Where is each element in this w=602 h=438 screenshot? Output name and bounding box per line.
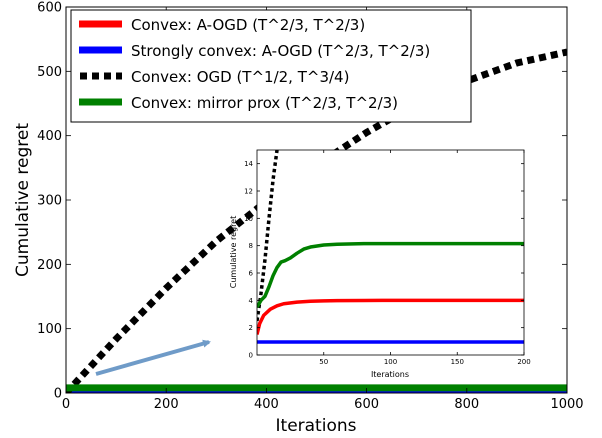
- main-x-tick-label: 200: [154, 397, 179, 412]
- inset-series-convex-mirror-prox-t-2-3-t-2-3: [257, 241, 524, 309]
- inset-x-axis-label: Iterations: [371, 370, 409, 379]
- legend-label-convex-aogd: Convex: A-OGD (T^2/3, T^2/3): [131, 16, 365, 34]
- inset-x-tick-label: 150: [451, 358, 464, 366]
- main-y-tick-label: 600: [37, 1, 62, 16]
- main-x-tick-label: 800: [454, 397, 479, 412]
- inset-y-tick-label: 14: [244, 160, 253, 168]
- main-x-tick-label: 1000: [550, 397, 583, 412]
- inset-x-tick-label: 200: [517, 358, 530, 366]
- main-y-axis-label: Cumulative regret: [13, 123, 33, 277]
- inset-x-tick-label: 100: [384, 358, 397, 366]
- inset-y-tick-label: 10: [244, 215, 253, 223]
- inset-series-group: [257, 150, 524, 344]
- legend-box: [70, 9, 472, 123]
- main-x-ticks: 0 200 400 600 800 1000: [62, 7, 584, 412]
- legend-label-mirror-prox: Convex: mirror prox (T^2/3, T^2/3): [131, 94, 398, 112]
- main-x-tick-label: 0: [62, 397, 70, 412]
- legend: Convex: A-OGD (T^2/3, T^2/3) Strongly co…: [70, 9, 472, 123]
- main-y-tick-label: 500: [37, 65, 62, 80]
- inset-y-tick-label: 6: [249, 269, 254, 277]
- main-y-tick-label: 300: [37, 194, 62, 209]
- legend-label-strongly-convex-aogd: Strongly convex: A-OGD (T^2/3, T^2/3): [131, 42, 430, 60]
- inset-y-axis-label: Cumulative regret: [229, 216, 238, 289]
- inset-x-ticks: 50 100 150 200: [319, 150, 531, 366]
- inset-y-tick-label: 12: [244, 187, 253, 195]
- main-y-tick-label: 400: [37, 129, 62, 144]
- inset-series-convex-a-ogd-t-2-3-t-2-3: [257, 298, 524, 335]
- main-y-tick-label: 200: [37, 258, 62, 273]
- inset-y-tick-label: 8: [249, 242, 253, 250]
- inset-pointer-arrow: [95, 339, 211, 376]
- main-x-tick-label: 600: [354, 397, 379, 412]
- inset-x-tick-label: 50: [319, 358, 328, 366]
- main-y-tick-label: 100: [37, 322, 62, 337]
- main-y-tick-label: 0: [54, 387, 62, 402]
- main-x-axis-label: Iterations: [276, 416, 357, 436]
- legend-label-convex-ogd: Convex: OGD (T^1/2, T^3/4): [131, 68, 349, 86]
- inset-y-ticks: 0 2 4 6 8 10 12 14: [244, 160, 524, 359]
- inset-plot: 50 100 150 200 0 2 4 6 8 10 12 14 Iterations Cumul…: [229, 149, 531, 379]
- inset-y-tick-label: 2: [249, 324, 253, 332]
- inset-y-tick-label: 4: [249, 297, 254, 305]
- main-x-tick-label: 400: [254, 397, 279, 412]
- inset-y-tick-label: 0: [249, 351, 253, 359]
